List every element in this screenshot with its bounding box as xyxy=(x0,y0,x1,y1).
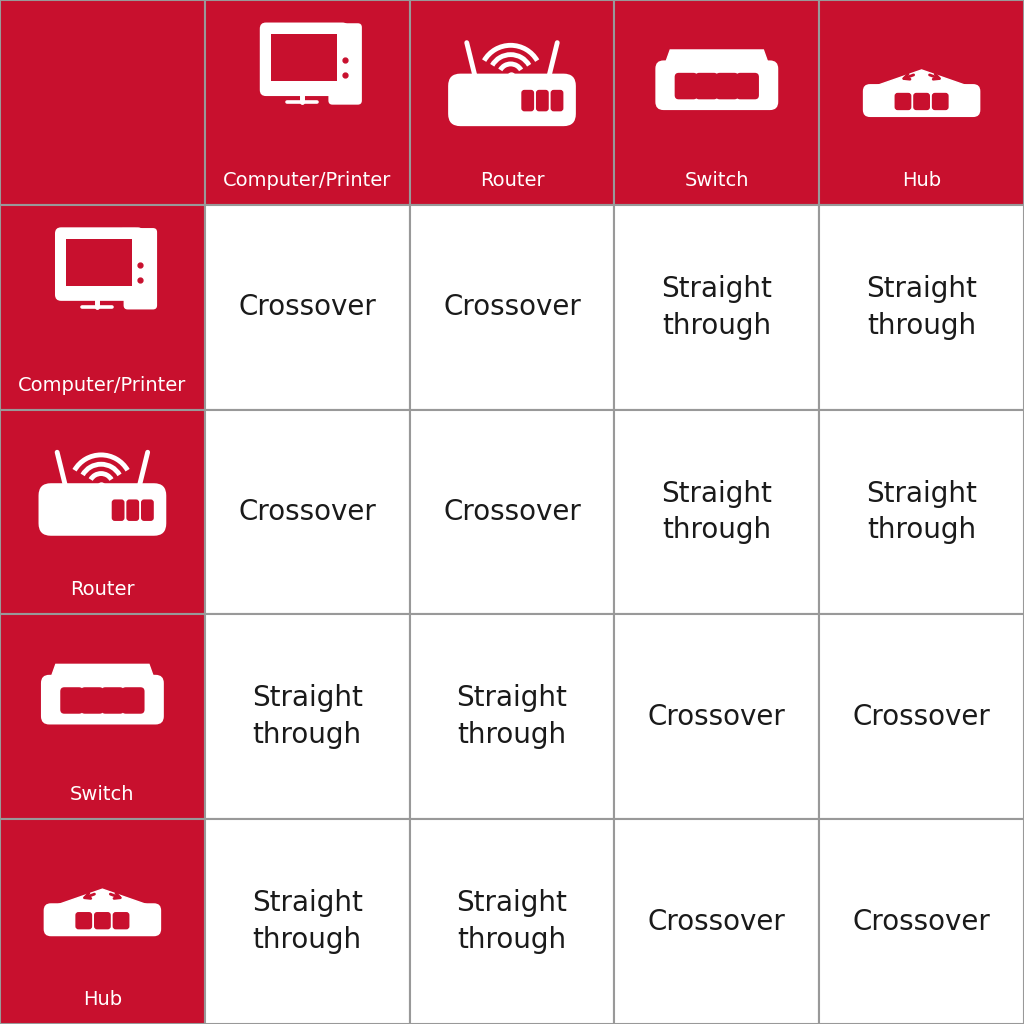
Text: Crossover: Crossover xyxy=(443,498,581,526)
FancyBboxPatch shape xyxy=(55,227,143,301)
FancyBboxPatch shape xyxy=(538,110,549,122)
FancyBboxPatch shape xyxy=(449,74,575,126)
Bar xyxy=(205,0,410,205)
FancyBboxPatch shape xyxy=(128,519,139,531)
Text: Straight
through: Straight through xyxy=(457,889,567,954)
Text: Crossover: Crossover xyxy=(239,293,376,322)
Bar xyxy=(819,614,1024,819)
Bar xyxy=(614,410,819,614)
Bar xyxy=(819,0,1024,205)
Bar xyxy=(205,819,410,1024)
Text: Straight
through: Straight through xyxy=(866,274,977,340)
Text: Straight
through: Straight through xyxy=(457,684,567,750)
Polygon shape xyxy=(49,665,156,683)
FancyBboxPatch shape xyxy=(329,24,361,104)
FancyBboxPatch shape xyxy=(101,687,124,714)
Text: Hub: Hub xyxy=(83,990,122,1009)
FancyBboxPatch shape xyxy=(39,483,166,536)
FancyBboxPatch shape xyxy=(736,73,759,99)
Text: Straight
through: Straight through xyxy=(252,889,362,954)
FancyBboxPatch shape xyxy=(60,687,83,714)
Text: Hub: Hub xyxy=(902,171,941,189)
FancyBboxPatch shape xyxy=(121,228,137,245)
Bar xyxy=(0,410,205,614)
Bar xyxy=(410,819,614,1024)
FancyBboxPatch shape xyxy=(326,24,342,40)
FancyBboxPatch shape xyxy=(475,110,486,122)
Bar xyxy=(614,614,819,819)
Bar xyxy=(0,614,205,819)
Text: Straight
through: Straight through xyxy=(662,274,772,340)
FancyBboxPatch shape xyxy=(113,912,129,930)
FancyBboxPatch shape xyxy=(521,90,535,112)
FancyBboxPatch shape xyxy=(695,73,718,99)
Bar xyxy=(0,819,205,1024)
Text: Switch: Switch xyxy=(685,171,749,189)
Text: Router: Router xyxy=(70,581,135,599)
Bar xyxy=(410,205,614,410)
Bar xyxy=(410,0,614,205)
Text: Straight
through: Straight through xyxy=(866,479,977,545)
Text: Crossover: Crossover xyxy=(853,907,990,936)
FancyBboxPatch shape xyxy=(655,60,778,110)
Bar xyxy=(614,205,819,410)
Text: Crossover: Crossover xyxy=(239,498,376,526)
Text: Switch: Switch xyxy=(71,785,134,804)
FancyBboxPatch shape xyxy=(675,73,697,99)
FancyBboxPatch shape xyxy=(551,90,563,112)
Bar xyxy=(819,819,1024,1024)
Bar xyxy=(67,239,132,286)
FancyBboxPatch shape xyxy=(716,73,738,99)
FancyBboxPatch shape xyxy=(66,519,77,531)
FancyBboxPatch shape xyxy=(41,675,164,725)
Bar xyxy=(271,34,337,81)
Text: Straight
through: Straight through xyxy=(252,684,362,750)
FancyBboxPatch shape xyxy=(81,687,103,714)
Bar xyxy=(819,410,1024,614)
Text: Straight
through: Straight through xyxy=(662,479,772,545)
Bar xyxy=(205,410,410,614)
Text: Crossover: Crossover xyxy=(853,702,990,731)
Bar xyxy=(410,410,614,614)
Bar xyxy=(0,0,205,205)
FancyBboxPatch shape xyxy=(895,93,911,111)
Polygon shape xyxy=(870,70,973,94)
Bar xyxy=(205,205,410,410)
Bar xyxy=(205,614,410,819)
Text: Crossover: Crossover xyxy=(443,293,581,322)
Text: Computer/Printer: Computer/Printer xyxy=(18,376,186,394)
Bar xyxy=(0,205,205,410)
FancyBboxPatch shape xyxy=(76,912,92,930)
Text: Router: Router xyxy=(479,171,545,189)
FancyBboxPatch shape xyxy=(112,500,125,521)
Text: Crossover: Crossover xyxy=(648,907,785,936)
FancyBboxPatch shape xyxy=(44,903,161,936)
Text: Crossover: Crossover xyxy=(648,702,785,731)
FancyBboxPatch shape xyxy=(122,687,144,714)
Text: Computer/Printer: Computer/Printer xyxy=(223,171,391,189)
FancyBboxPatch shape xyxy=(126,500,139,521)
FancyBboxPatch shape xyxy=(94,912,111,930)
FancyBboxPatch shape xyxy=(141,500,154,521)
FancyBboxPatch shape xyxy=(932,93,948,111)
Bar xyxy=(410,614,614,819)
Bar xyxy=(614,819,819,1024)
Bar xyxy=(614,0,819,205)
Bar xyxy=(819,205,1024,410)
FancyBboxPatch shape xyxy=(913,93,930,111)
Polygon shape xyxy=(664,50,770,69)
FancyBboxPatch shape xyxy=(260,23,348,96)
FancyBboxPatch shape xyxy=(124,228,157,309)
FancyBboxPatch shape xyxy=(863,84,980,117)
FancyBboxPatch shape xyxy=(536,90,549,112)
Polygon shape xyxy=(51,889,154,913)
